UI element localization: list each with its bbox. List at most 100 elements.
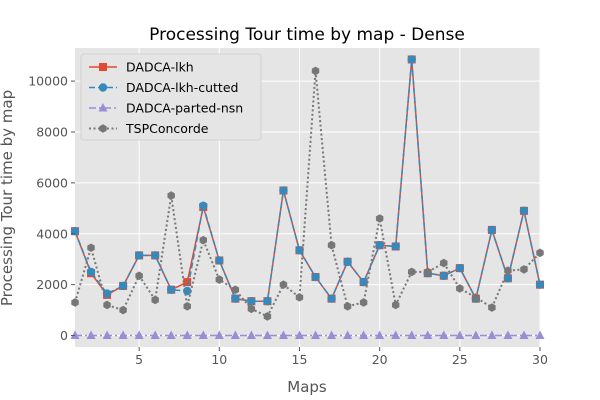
data-point-tspconcorde xyxy=(504,266,512,275)
data-point-tspconcorde xyxy=(536,248,544,258)
data-point-dadca-lkh-cutted xyxy=(439,271,448,280)
data-point-dadca-lkh-cutted xyxy=(279,186,288,195)
data-point-dadca-lkh-cutted xyxy=(519,206,529,216)
data-point-tspconcorde xyxy=(167,191,175,200)
data-point-dadca-parted-nsn xyxy=(230,330,240,340)
data-point-tspconcorde xyxy=(391,300,400,310)
data-point-dadca-parted-nsn xyxy=(294,330,304,340)
series-layer xyxy=(70,55,545,340)
data-point-dadca-parted-nsn xyxy=(262,330,272,340)
data-point-dadca-lkh-cutted xyxy=(199,201,208,210)
series-tspconcorde xyxy=(71,66,544,321)
data-point-dadca-parted-nsn xyxy=(487,330,497,340)
data-point-dadca-parted-nsn xyxy=(375,330,385,340)
data-point-tspconcorde xyxy=(183,301,191,311)
data-point-tspconcorde xyxy=(343,301,352,311)
legend-swatch-marker xyxy=(98,83,108,92)
legend-swatch-marker xyxy=(99,63,107,71)
data-point-dadca-parted-nsn xyxy=(311,330,321,340)
data-point-dadca-lkh-cutted xyxy=(359,277,368,287)
data-point-dadca-lkh-cutted xyxy=(487,225,497,235)
data-point-tspconcorde xyxy=(135,271,143,281)
y-tick-label: 6000 xyxy=(36,175,68,190)
data-point-tspconcorde xyxy=(456,284,464,293)
legend-swatch-marker xyxy=(99,124,107,133)
data-point-dadca-parted-nsn xyxy=(423,330,433,340)
data-point-dadca-lkh-cutted xyxy=(183,286,192,296)
data-point-dadca-lkh-cutted xyxy=(231,294,240,303)
data-point-dadca-parted-nsn xyxy=(70,330,80,340)
legend-label: TSPConcorde xyxy=(125,121,209,136)
data-point-tspconcorde xyxy=(247,304,256,314)
data-point-tspconcorde xyxy=(327,240,336,250)
data-point-dadca-parted-nsn xyxy=(214,330,224,340)
data-point-tspconcorde xyxy=(295,293,304,302)
data-point-dadca-lkh xyxy=(183,278,192,287)
data-point-dadca-parted-nsn xyxy=(391,330,401,340)
data-point-tspconcorde xyxy=(375,214,384,223)
data-point-dadca-lkh-cutted xyxy=(247,296,256,306)
data-point-dadca-parted-nsn xyxy=(118,330,128,340)
data-point-tspconcorde xyxy=(488,303,496,312)
data-point-dadca-parted-nsn xyxy=(455,330,465,340)
legend: DADCA-lkh DADCA-lkh-cutted DADCA-parted-ns… xyxy=(80,53,262,141)
data-point-dadca-parted-nsn xyxy=(519,330,529,340)
data-point-tspconcorde xyxy=(263,312,272,321)
data-point-tspconcorde xyxy=(472,293,480,302)
data-point-dadca-lkh-cutted xyxy=(535,280,545,289)
data-point-tspconcorde xyxy=(71,298,79,307)
y-tick-label: 10000 xyxy=(28,74,68,89)
legend-label: DADCA-lkh-cutted xyxy=(126,80,238,95)
data-point-dadca-lkh-cutted xyxy=(343,257,352,266)
data-point-tspconcorde xyxy=(520,265,528,274)
data-point-dadca-lkh-cutted xyxy=(391,242,400,251)
data-point-dadca-lkh-cutted xyxy=(327,294,336,303)
data-point-dadca-lkh-cutted xyxy=(215,256,224,265)
data-point-dadca-lkh-cutted xyxy=(86,267,96,277)
data-point-tspconcorde xyxy=(151,295,159,305)
x-tick-label: 15 xyxy=(292,352,308,367)
legend-item-dadca-parted-nsn: DADCA-parted-nsn xyxy=(89,101,243,116)
data-point-dadca-parted-nsn xyxy=(246,330,256,340)
data-point-dadca-lkh-cutted xyxy=(407,55,416,64)
legend-item-tspconcorde: TSPConcorde xyxy=(89,121,209,136)
data-point-tspconcorde xyxy=(408,267,416,277)
data-point-tspconcorde xyxy=(119,305,127,315)
data-point-dadca-parted-nsn xyxy=(102,330,112,340)
data-point-dadca-parted-nsn xyxy=(343,330,353,340)
data-point-dadca-parted-nsn xyxy=(407,330,417,340)
x-tick-label: 25 xyxy=(452,352,468,367)
data-point-dadca-lkh-cutted xyxy=(311,272,320,282)
data-point-tspconcorde xyxy=(279,280,288,289)
x-tick-label: 20 xyxy=(372,352,388,367)
data-point-tspconcorde xyxy=(424,267,432,277)
data-point-dadca-lkh-cutted xyxy=(263,296,272,306)
legend-item-dadca-lkh-cutted: DADCA-lkh-cutted xyxy=(89,80,238,95)
legend-box xyxy=(80,53,262,141)
x-tick-label: 10 xyxy=(211,352,227,367)
data-point-tspconcorde xyxy=(103,300,111,310)
data-point-dadca-lkh-cutted xyxy=(295,246,304,255)
data-point-dadca-lkh-cutted xyxy=(102,289,112,298)
legend-label: DADCA-lkh xyxy=(126,60,194,75)
data-point-dadca-parted-nsn xyxy=(150,330,160,340)
data-point-dadca-parted-nsn xyxy=(327,330,337,340)
y-tick-label: 2000 xyxy=(36,277,68,292)
data-point-tspconcorde xyxy=(199,235,207,245)
data-point-dadca-parted-nsn xyxy=(198,330,208,340)
data-point-dadca-parted-nsn xyxy=(359,330,369,340)
data-point-dadca-parted-nsn xyxy=(86,330,96,340)
data-point-dadca-parted-nsn xyxy=(166,330,176,340)
data-point-tspconcorde xyxy=(440,258,448,268)
series-dadca-lkh-cutted xyxy=(70,55,545,306)
data-point-dadca-parted-nsn xyxy=(535,330,545,340)
data-point-dadca-lkh-cutted xyxy=(375,241,384,250)
data-point-dadca-lkh-cutted xyxy=(455,263,465,273)
data-point-dadca-parted-nsn xyxy=(503,330,513,340)
data-point-tspconcorde xyxy=(359,298,368,307)
data-point-dadca-lkh-cutted xyxy=(503,274,513,283)
data-point-dadca-lkh-cutted xyxy=(150,251,160,260)
x-axis-label: Maps xyxy=(287,378,327,396)
data-point-tspconcorde xyxy=(215,275,224,284)
